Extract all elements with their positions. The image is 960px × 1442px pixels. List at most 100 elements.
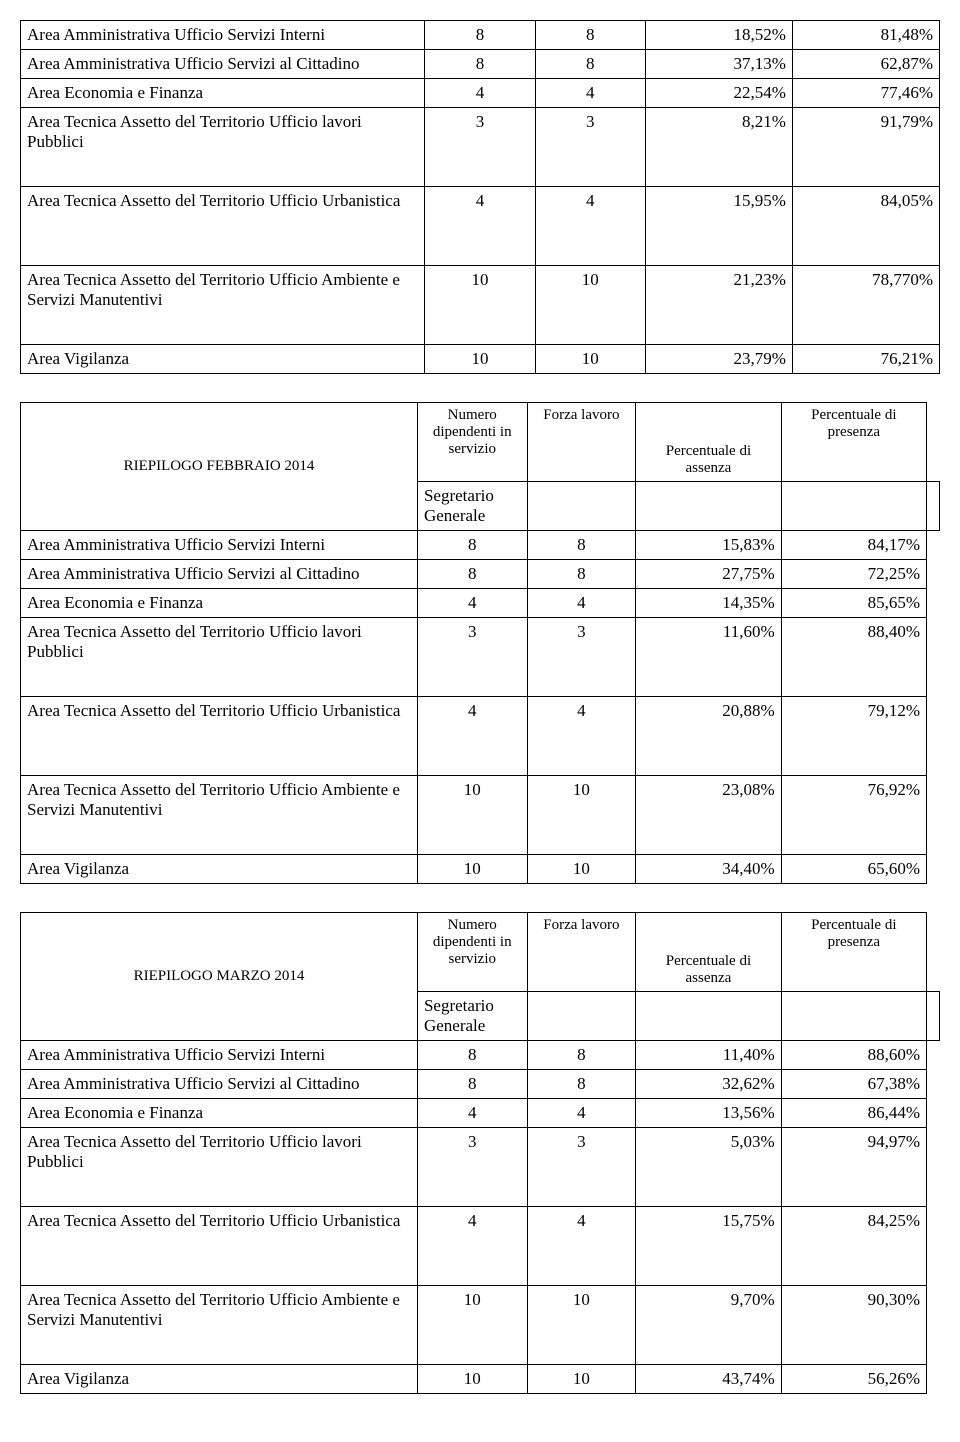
- row-label: Area Economia e Finanza: [21, 79, 425, 108]
- data-table: Area Amministrativa Ufficio Servizi Inte…: [20, 20, 940, 374]
- cell-pct-absence: 8,21%: [645, 108, 792, 187]
- cell-num2: 4: [527, 1099, 636, 1128]
- cell-pct-absence: 23,79%: [645, 345, 792, 374]
- table-row: Area Amministrativa Ufficio Servizi Inte…: [21, 21, 940, 50]
- cell-num2: 4: [527, 697, 636, 776]
- cell-num1: 4: [425, 187, 535, 266]
- empty-cell: [927, 482, 940, 531]
- cell-pct-presence: 94,97%: [781, 1128, 926, 1207]
- row-label: Area Tecnica Assetto del Territorio Uffi…: [21, 266, 425, 345]
- cell-pct-presence: 84,25%: [781, 1207, 926, 1286]
- cell-pct-absence: 23,08%: [636, 776, 781, 855]
- cell-pct-presence: 62,87%: [792, 50, 939, 79]
- cell-num2: 3: [527, 1128, 636, 1207]
- row-label: Area Tecnica Assetto del Territorio Uffi…: [21, 1207, 418, 1286]
- row-label: Area Economia e Finanza: [21, 1099, 418, 1128]
- column-header: Numero dipendenti in servizio: [417, 403, 527, 482]
- cell-pct-absence: 32,62%: [636, 1070, 781, 1099]
- cell-pct-absence: 11,40%: [636, 1041, 781, 1070]
- table-row: Area Amministrativa Ufficio Servizi Inte…: [21, 531, 940, 560]
- cell-num2: 10: [527, 776, 636, 855]
- cell-pct-absence: 15,95%: [645, 187, 792, 266]
- row-label: Area Amministrativa Ufficio Servizi al C…: [21, 1070, 418, 1099]
- table-row: Area Tecnica Assetto del Territorio Uffi…: [21, 1286, 940, 1365]
- cell-num2: 10: [527, 1286, 636, 1365]
- cell-num1: 4: [425, 79, 535, 108]
- table-row: Area Vigilanza101023,79%76,21%: [21, 345, 940, 374]
- column-header: Percentuale di assenza: [636, 913, 781, 992]
- segretario-label: Segretario Generale: [417, 482, 527, 531]
- column-header: Forza lavoro: [527, 913, 636, 992]
- cell-num2: 3: [527, 618, 636, 697]
- row-label: Area Amministrativa Ufficio Servizi al C…: [21, 560, 418, 589]
- cell-pct-absence: 27,75%: [636, 560, 781, 589]
- cell-pct-presence: 84,05%: [792, 187, 939, 266]
- cell-pct-presence: 90,30%: [781, 1286, 926, 1365]
- cell-pct-presence: 76,21%: [792, 345, 939, 374]
- table-row: Area Tecnica Assetto del Territorio Uffi…: [21, 1128, 940, 1207]
- table-row: Area Economia e Finanza4422,54%77,46%: [21, 79, 940, 108]
- table-row: Area Economia e Finanza4414,35%85,65%: [21, 589, 940, 618]
- table-row: Area Amministrativa Ufficio Servizi al C…: [21, 50, 940, 79]
- row-label: Area Tecnica Assetto del Territorio Uffi…: [21, 1128, 418, 1207]
- cell-pct-absence: 15,75%: [636, 1207, 781, 1286]
- cell-num2: 10: [535, 266, 645, 345]
- cell-num2: 8: [535, 50, 645, 79]
- empty-cell: [781, 482, 926, 531]
- empty-cell: [527, 482, 636, 531]
- table-title: RIEPILOGO FEBBRAIO 2014: [21, 403, 418, 531]
- empty-cell: [527, 992, 636, 1041]
- cell-pct-presence: 88,40%: [781, 618, 926, 697]
- cell-num1: 10: [417, 855, 527, 884]
- cell-pct-absence: 34,40%: [636, 855, 781, 884]
- cell-pct-absence: 18,52%: [645, 21, 792, 50]
- cell-num1: 10: [417, 776, 527, 855]
- cell-num1: 3: [417, 1128, 527, 1207]
- cell-num2: 8: [527, 531, 636, 560]
- cell-pct-absence: 9,70%: [636, 1286, 781, 1365]
- cell-num1: 4: [417, 1207, 527, 1286]
- table-row: Area Tecnica Assetto del Territorio Uffi…: [21, 266, 940, 345]
- cell-pct-presence: 78,770%: [792, 266, 939, 345]
- row-label: Area Amministrativa Ufficio Servizi al C…: [21, 50, 425, 79]
- cell-pct-presence: 65,60%: [781, 855, 926, 884]
- cell-num2: 10: [527, 1365, 636, 1394]
- cell-pct-presence: 86,44%: [781, 1099, 926, 1128]
- cell-pct-presence: 67,38%: [781, 1070, 926, 1099]
- column-header: Percentuale di presenza: [781, 913, 926, 992]
- row-label: Area Tecnica Assetto del Territorio Uffi…: [21, 697, 418, 776]
- row-label: Area Tecnica Assetto del Territorio Uffi…: [21, 187, 425, 266]
- table-row: Area Tecnica Assetto del Territorio Uffi…: [21, 618, 940, 697]
- cell-num2: 10: [527, 855, 636, 884]
- cell-num2: 10: [535, 345, 645, 374]
- cell-num2: 4: [535, 187, 645, 266]
- cell-pct-presence: 88,60%: [781, 1041, 926, 1070]
- cell-num2: 4: [527, 589, 636, 618]
- cell-pct-presence: 77,46%: [792, 79, 939, 108]
- segretario-label: Segretario Generale: [417, 992, 527, 1041]
- table-row: Area Tecnica Assetto del Territorio Uffi…: [21, 108, 940, 187]
- cell-num1: 3: [417, 618, 527, 697]
- table-row: Area Tecnica Assetto del Territorio Uffi…: [21, 776, 940, 855]
- cell-pct-absence: 13,56%: [636, 1099, 781, 1128]
- cell-pct-presence: 84,17%: [781, 531, 926, 560]
- table-row: Area Tecnica Assetto del Territorio Uffi…: [21, 1207, 940, 1286]
- row-label: Area Vigilanza: [21, 1365, 418, 1394]
- empty-cell: [636, 482, 781, 531]
- table-row: Area Amministrativa Ufficio Servizi al C…: [21, 1070, 940, 1099]
- cell-num2: 4: [527, 1207, 636, 1286]
- table-row: Area Amministrativa Ufficio Servizi al C…: [21, 560, 940, 589]
- row-label: Area Amministrativa Ufficio Servizi Inte…: [21, 21, 425, 50]
- table-row: Area Vigilanza101043,74%56,26%: [21, 1365, 940, 1394]
- cell-num1: 8: [417, 560, 527, 589]
- empty-cell: [781, 992, 926, 1041]
- cell-pct-presence: 72,25%: [781, 560, 926, 589]
- cell-num1: 3: [425, 108, 535, 187]
- cell-pct-absence: 21,23%: [645, 266, 792, 345]
- row-label: Area Tecnica Assetto del Territorio Uffi…: [21, 618, 418, 697]
- empty-cell: [636, 992, 781, 1041]
- cell-num1: 10: [417, 1286, 527, 1365]
- cell-pct-presence: 85,65%: [781, 589, 926, 618]
- cell-num1: 8: [417, 1041, 527, 1070]
- column-header: Forza lavoro: [527, 403, 636, 482]
